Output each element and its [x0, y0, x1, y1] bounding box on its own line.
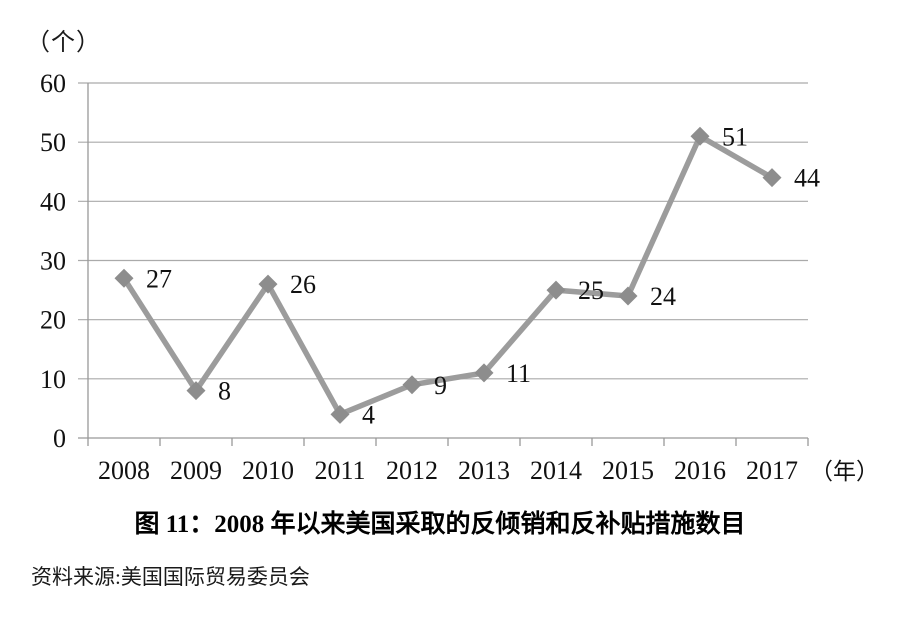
x-axis-unit-label: （年）: [810, 459, 879, 484]
y-tick-label: 10: [40, 365, 66, 394]
data-point-label: 25: [578, 276, 604, 305]
data-point-marker: [618, 286, 638, 306]
data-point-label: 44: [794, 164, 820, 193]
data-point-marker: [114, 268, 134, 288]
y-tick-label: 30: [40, 247, 66, 276]
data-point-marker: [330, 404, 350, 424]
x-tick-label: 2011: [314, 456, 365, 485]
x-tick-label: 2015: [602, 456, 654, 485]
data-point-marker: [258, 274, 278, 294]
x-tick-label: 2013: [458, 456, 510, 485]
data-point-label: 26: [290, 270, 316, 299]
data-point-marker: [690, 126, 710, 146]
data-point-label: 8: [218, 377, 231, 406]
data-point-label: 24: [650, 282, 676, 311]
x-tick-label: 2014: [530, 456, 582, 485]
x-tick-label: 2016: [674, 456, 726, 485]
data-line: [121, 133, 775, 418]
y-tick-label: 40: [40, 187, 66, 216]
x-tick-label: 2009: [170, 456, 222, 485]
y-tick-label: 50: [40, 128, 66, 157]
data-point-marker: [186, 381, 206, 401]
data-point-label: 51: [722, 122, 748, 151]
data-point-label: 11: [506, 359, 531, 388]
data-point-label: 4: [362, 400, 375, 429]
x-tick-label: 2017: [746, 456, 798, 485]
x-tick-label: 2010: [242, 456, 294, 485]
chart-source: 资料来源:美国国际贸易委员会: [31, 565, 310, 589]
x-tick-label: 2008: [98, 456, 150, 485]
x-tick-label: 2012: [386, 456, 438, 485]
chart-title: 图 11：2008 年以来美国采取的反倾销和反补贴措施数目: [134, 511, 746, 538]
data-point-marker: [474, 363, 494, 383]
y-tick-label: 20: [40, 306, 66, 335]
data-point-marker: [402, 375, 422, 395]
data-point-label: 27: [146, 264, 172, 293]
line-chart: 0 10 20 30 40 50 60 2008 2009 2010 2011 2012 2013 201…: [40, 69, 879, 485]
data-point-marker: [546, 280, 566, 300]
y-tick-label: 0: [53, 424, 66, 453]
y-tick-label: 60: [40, 69, 66, 98]
data-point-label: 9: [434, 371, 447, 400]
y-axis-unit-label: （个）: [26, 30, 101, 56]
data-point-marker: [762, 168, 782, 188]
